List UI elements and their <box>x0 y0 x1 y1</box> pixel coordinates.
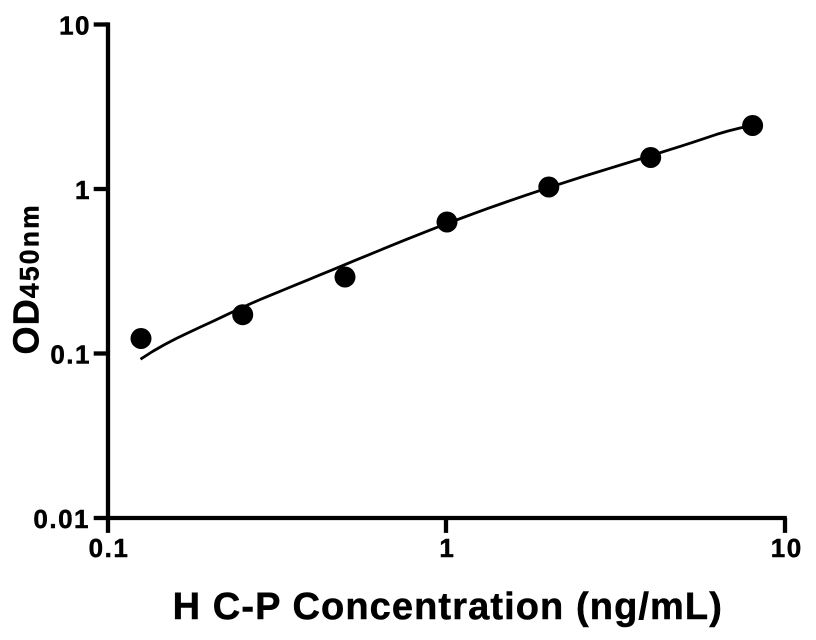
svg-text:10: 10 <box>59 11 91 41</box>
svg-text:1: 1 <box>439 533 455 563</box>
svg-text:1: 1 <box>75 175 91 205</box>
svg-text:OD450nm: OD450nm <box>6 203 47 354</box>
svg-text:0.1: 0.1 <box>89 533 130 563</box>
svg-text:0.01: 0.01 <box>33 504 90 534</box>
svg-text:H C-P Concentration (ng/mL): H C-P Concentration (ng/mL) <box>173 586 723 628</box>
svg-text:0.1: 0.1 <box>50 340 91 370</box>
svg-text:10: 10 <box>771 533 803 563</box>
